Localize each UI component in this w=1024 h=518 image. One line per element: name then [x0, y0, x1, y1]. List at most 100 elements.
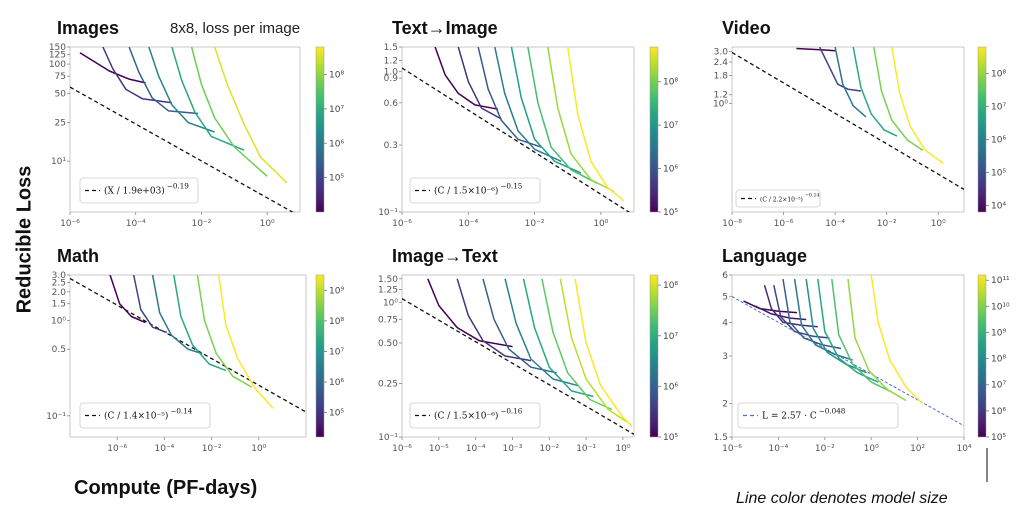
x-tick-label: 10⁻³	[503, 444, 523, 454]
legend-exponent: −0.14	[170, 407, 192, 416]
colorbar-tick-label: 10⁵	[991, 433, 1006, 443]
panel-title: Image→Text	[392, 246, 498, 266]
fit-line	[70, 277, 306, 413]
y-tick-label: 1.5	[714, 433, 728, 443]
x-tick-label: 10⁻⁴	[825, 219, 845, 229]
plot-area	[69, 274, 307, 438]
legend-box	[79, 402, 211, 429]
y-tick-label: 75	[55, 72, 66, 82]
series-line	[763, 284, 818, 328]
legend-exponent: −0.048	[819, 407, 846, 416]
y-tick-label: 10⁰	[713, 99, 728, 109]
plot-area	[401, 274, 635, 438]
series-line	[196, 275, 253, 388]
chart-panel-5: 10⁻⁶ 10⁻⁴ 10⁻² 10⁰ 10² 10⁴ 6 5 4 3 2 1.5 L = 2.57 · …	[714, 271, 1010, 454]
x-tick-label: 10⁻⁴	[768, 444, 788, 454]
colorbar-tick-label: 10⁶	[663, 382, 678, 392]
colorbar-tick-label: 10⁷	[991, 102, 1006, 112]
chart-panel-3: 10⁻⁶ 10⁻⁴ 10⁻² 10⁰ 3.02.52.0 1.5 10⁰ 0.5 10⁻¹ (C …	[46, 271, 344, 454]
y-tick-label: 1.5	[52, 300, 66, 310]
colorbar-tick-label: 10⁷	[663, 121, 678, 131]
x-tick-label: 10⁰	[615, 444, 630, 454]
colorbar-tick-label: 10⁵	[329, 409, 344, 419]
series-line	[574, 278, 633, 427]
y-tick-label: 10⁰	[383, 298, 398, 308]
panel-title: Math	[57, 246, 99, 266]
y-tick-label: 0.3	[384, 141, 398, 151]
series-line	[559, 278, 628, 423]
y-tick-label: 10⁻¹	[378, 208, 398, 218]
x-tick-label: 10⁰	[864, 444, 879, 454]
legend-box	[79, 177, 199, 204]
x-tick-label: 10²	[910, 444, 925, 454]
colorbar	[649, 274, 659, 438]
colorbar-tick-label: 10⁵	[663, 208, 678, 218]
chart-panel-1: 10⁻⁶ 10⁻⁴ 10⁻² 10⁰ 1.5 1.21.00.9 0.6 0.3 10⁻¹ (C …	[378, 43, 678, 229]
curves	[732, 47, 964, 190]
y-tick-label: 1.50	[378, 275, 398, 285]
x-tick-label: 10⁻⁸	[722, 219, 742, 229]
series-line	[427, 278, 513, 348]
x-tick-label: 10⁻²	[525, 219, 545, 229]
series-line	[190, 47, 268, 177]
y-tick-label: 0.5	[52, 345, 66, 355]
x-tick-label: 10⁻⁶	[774, 219, 794, 229]
series-line	[566, 47, 625, 202]
y-tick-label: 2	[722, 399, 728, 409]
legend-label: (C / 2.2×10⁻⁵)	[760, 197, 803, 204]
series-line	[456, 278, 532, 362]
fit-line	[402, 67, 631, 212]
series-line	[831, 278, 893, 393]
colorbar-tick-label: 10⁶	[663, 165, 678, 175]
fit-line	[70, 86, 294, 212]
colorbar-tick-label: 10⁷	[329, 105, 344, 115]
x-tick-label: 10⁻⁶	[107, 444, 127, 454]
series-line	[213, 47, 288, 184]
y-tick-label: 2.5	[52, 279, 66, 289]
y-tick-label: 0.9	[384, 74, 399, 84]
curves	[732, 275, 964, 427]
series-line	[477, 47, 542, 148]
series-line	[782, 278, 842, 350]
series-line	[527, 47, 598, 185]
colorbar-tick-label: 10¹¹	[991, 276, 1010, 286]
series-line	[817, 278, 879, 383]
x-tick-label: 10⁻⁶	[722, 444, 742, 454]
y-tick-label: 1.0	[384, 68, 399, 78]
colorbar-tick-label: 10⁹	[329, 286, 344, 296]
y-tick-label: 1.8	[714, 72, 729, 82]
y-tick-label: 100	[49, 60, 66, 70]
panel-title: Text→Image	[392, 18, 498, 38]
series-line	[522, 278, 594, 398]
legend-label: (C / 1.5×10⁻⁶)	[434, 411, 498, 422]
y-tick-label: 25	[55, 119, 66, 129]
panel-title: Language	[722, 246, 808, 266]
x-tick-label: 10⁴	[956, 444, 971, 454]
y-tick-label: 1.2	[384, 57, 398, 67]
curves	[402, 278, 634, 435]
chart-panel-4: 10⁻⁶ 10⁻⁵ 10⁻⁴ 10⁻³ 10⁻² 10⁻¹ 10⁰ 1.501.25 10⁰ 0.…	[378, 274, 678, 454]
y-tick-label: 5	[722, 292, 728, 302]
series-line	[79, 52, 146, 84]
series-line	[891, 47, 944, 165]
x-tick-label: 10⁻²	[192, 219, 212, 229]
legend-box	[735, 189, 821, 208]
colorbar-tick-label: 10⁸	[991, 355, 1006, 365]
x-tick-label: 10⁻²	[877, 219, 897, 229]
colorbar-tick-label: 10⁸	[991, 69, 1006, 79]
y-tick-label: 1.25	[378, 285, 398, 295]
series-line	[434, 47, 499, 110]
y-tick-label: 10⁻¹	[378, 433, 398, 443]
series-line	[494, 47, 562, 162]
fit-line	[402, 298, 634, 435]
y-tick-label: 2.0	[52, 288, 67, 298]
colorbar-tick-label: 10⁷	[991, 381, 1006, 391]
colorbar-tick-label: 10¹⁰	[991, 302, 1010, 312]
legend-exponent: −0.16	[500, 407, 522, 416]
colorbar-tick-label: 10⁵	[991, 168, 1006, 178]
y-tick-label: 0.6	[384, 99, 399, 109]
legend-label: L = 2.57 · C	[762, 412, 817, 422]
legend-label: (C / 1.4×10⁻⁵)	[104, 411, 168, 422]
